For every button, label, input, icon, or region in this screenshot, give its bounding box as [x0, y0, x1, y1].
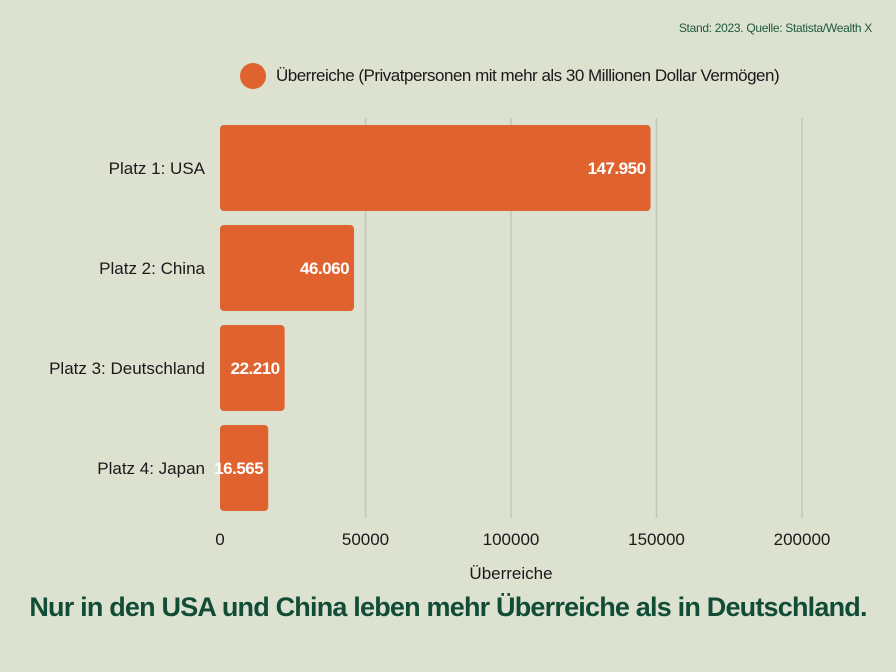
- bar: [220, 225, 355, 311]
- bar-value-label: 147.950: [588, 159, 646, 178]
- x-tick-label: 0: [215, 530, 224, 549]
- headline: Nur in den USA und China leben mehr Über…: [29, 592, 867, 622]
- category-label: Platz 3: Deutschland: [49, 359, 205, 378]
- bar-chart: Platz 1: USA 147.950 Platz 2: China 46.060 P…: [49, 118, 831, 583]
- bar-value-label: 46.060: [300, 259, 349, 278]
- category-label: Platz 4: Japan: [97, 459, 205, 478]
- category-label: Platz 1: USA: [109, 159, 206, 178]
- bar: [220, 325, 285, 411]
- bar: [220, 125, 651, 211]
- bar: [220, 425, 269, 511]
- x-tick-label: 100000: [483, 530, 540, 549]
- x-axis-label: Überreiche: [469, 564, 552, 583]
- x-tick-label: 150000: [628, 530, 685, 549]
- source-note: Stand: 2023. Quelle: Statista/Wealth X: [678, 21, 872, 35]
- chart-legend: Überreiche (Privatpersonen mit mehr als …: [240, 63, 780, 89]
- legend-swatch: [240, 63, 266, 89]
- x-tick-label: 50000: [342, 530, 389, 549]
- bar-value-label: 16.565: [214, 459, 263, 478]
- x-tick-label: 200000: [774, 530, 831, 549]
- bar-value-label: 22.210: [231, 359, 280, 378]
- legend-label: Überreiche (Privatpersonen mit mehr als …: [276, 66, 780, 85]
- category-label: Platz 2: China: [99, 259, 205, 278]
